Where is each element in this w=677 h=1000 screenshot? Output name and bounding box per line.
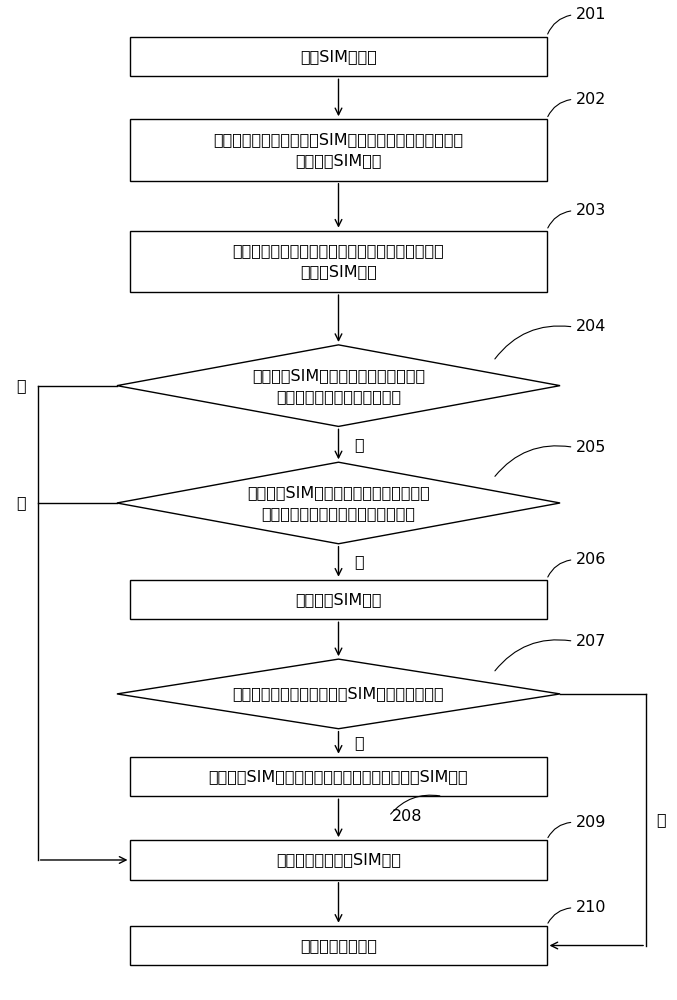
- Text: 否: 否: [16, 378, 26, 393]
- Polygon shape: [117, 659, 560, 729]
- Text: 是: 是: [354, 437, 364, 452]
- Text: 判断所述SIM信息中的运营商的参数与当
前提供服务的运营商的参数是否相同: 判断所述SIM信息中的运营商的参数与当 前提供服务的运营商的参数是否相同: [247, 485, 430, 521]
- Text: 登陆SIM服务器: 登陆SIM服务器: [300, 49, 377, 64]
- Text: 正常使用移动终端: 正常使用移动终端: [300, 938, 377, 953]
- Polygon shape: [117, 345, 560, 426]
- Text: 202: 202: [575, 92, 606, 107]
- Text: 否: 否: [354, 735, 364, 750]
- Text: 否: 否: [16, 495, 26, 510]
- Text: 激活所述SIM信息: 激活所述SIM信息: [295, 592, 382, 607]
- Text: 提示用户下载新的SIM信息: 提示用户下载新的SIM信息: [276, 852, 401, 867]
- Text: 208: 208: [392, 809, 422, 824]
- Text: 209: 209: [575, 815, 606, 830]
- Text: 提示用户SIM信息已失效，并提示用户下载新的SIM信息: 提示用户SIM信息已失效，并提示用户下载新的SIM信息: [209, 769, 468, 784]
- FancyBboxPatch shape: [131, 119, 546, 181]
- Text: 201: 201: [575, 7, 606, 22]
- Text: 是: 是: [354, 554, 364, 569]
- Text: 207: 207: [575, 634, 606, 649]
- FancyBboxPatch shape: [131, 580, 546, 619]
- Polygon shape: [117, 462, 560, 544]
- Text: 根据漫游目的地，从所述SIM服务器下载与所述漫游目的
地对应的SIM信息: 根据漫游目的地，从所述SIM服务器下载与所述漫游目的 地对应的SIM信息: [213, 132, 464, 168]
- FancyBboxPatch shape: [131, 840, 546, 880]
- FancyBboxPatch shape: [131, 37, 546, 76]
- Text: 判断当前使用时间是否处于SIM信息的有效期内: 判断当前使用时间是否处于SIM信息的有效期内: [233, 686, 444, 701]
- FancyBboxPatch shape: [131, 757, 546, 796]
- Text: 206: 206: [575, 552, 606, 567]
- Text: 204: 204: [575, 319, 606, 334]
- Text: 210: 210: [575, 900, 606, 915]
- Text: 判断所述SIM信息在所述移动终端上的
存储时间是否在文件有效期内: 判断所述SIM信息在所述移动终端上的 存储时间是否在文件有效期内: [252, 368, 425, 404]
- FancyBboxPatch shape: [131, 231, 546, 292]
- Text: 是: 是: [656, 812, 665, 827]
- FancyBboxPatch shape: [131, 926, 546, 965]
- Text: 203: 203: [575, 203, 606, 218]
- Text: 当用户到达漫游目的地后，确定与所述漫游目的地
对应的SIM信息: 当用户到达漫游目的地后，确定与所述漫游目的地 对应的SIM信息: [233, 243, 444, 279]
- Text: 205: 205: [575, 440, 606, 455]
